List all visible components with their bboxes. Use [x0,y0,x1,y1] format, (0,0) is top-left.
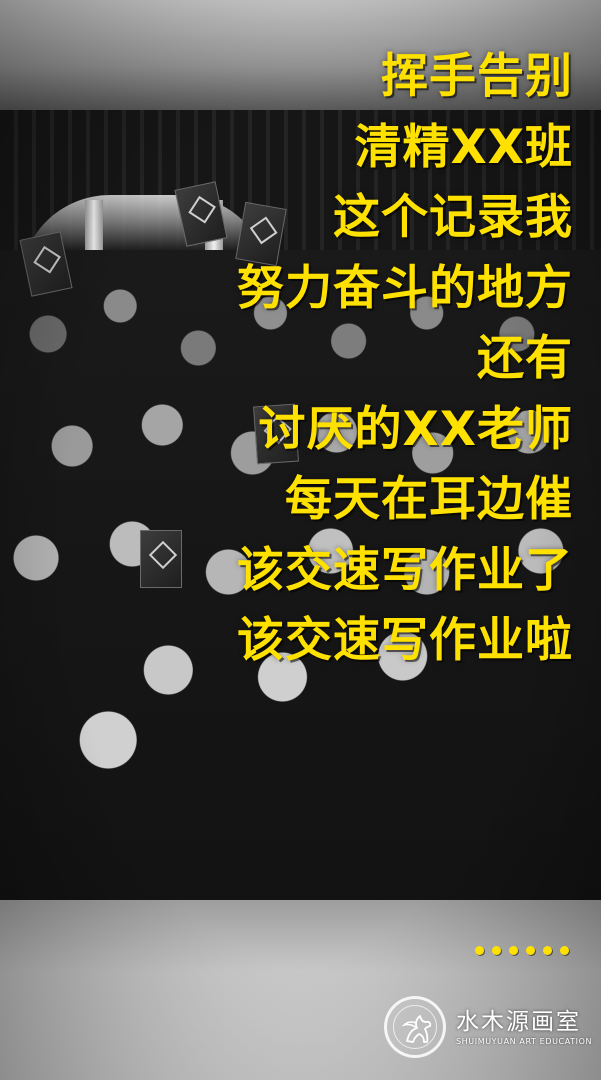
ellipsis-dot [526,946,535,955]
caption-line: 这个记录我 [333,190,573,245]
ellipsis-dots-icon [475,946,569,955]
caption-stack: 挥手告别 清精XX班 这个记录我 努力奋斗的地方 还有 讨厌的XX老师 每天在耳… [13,42,573,677]
brand-watermark: 水木源画室 SHUIMUYUAN ART EDUCATION [384,996,592,1058]
building-facade [0,0,601,120]
caption-line: 该交速写作业啦 [237,613,573,668]
brand-name: 水木源画室 [456,1008,581,1035]
ellipsis-dot [560,946,569,955]
booklet-icon [140,530,182,588]
brand-text: 水木源画室 SHUIMUYUAN ART EDUCATION [456,1008,592,1047]
caption-line: 每天在耳边催 [285,472,573,527]
ground [0,900,601,1080]
pegasus-seal-icon [384,996,446,1058]
ellipsis-dot [475,946,484,955]
caption-line: 努力奋斗的地方 [237,260,573,316]
caption-line: 讨厌的XX老师 [258,401,573,457]
brand-english-name: SHUIMUYUAN ART EDUCATION [456,1036,593,1046]
student-crowd [0,250,601,950]
caption-line: 还有 [477,331,573,386]
caption-line: 该交速写作业了 [237,542,573,598]
ellipsis-dot [543,946,552,955]
ellipsis-dot [509,946,518,955]
ellipsis-dot [492,946,501,955]
caption-line: 挥手告别 [381,49,573,104]
caption-line: 清精XX班 [354,119,573,175]
